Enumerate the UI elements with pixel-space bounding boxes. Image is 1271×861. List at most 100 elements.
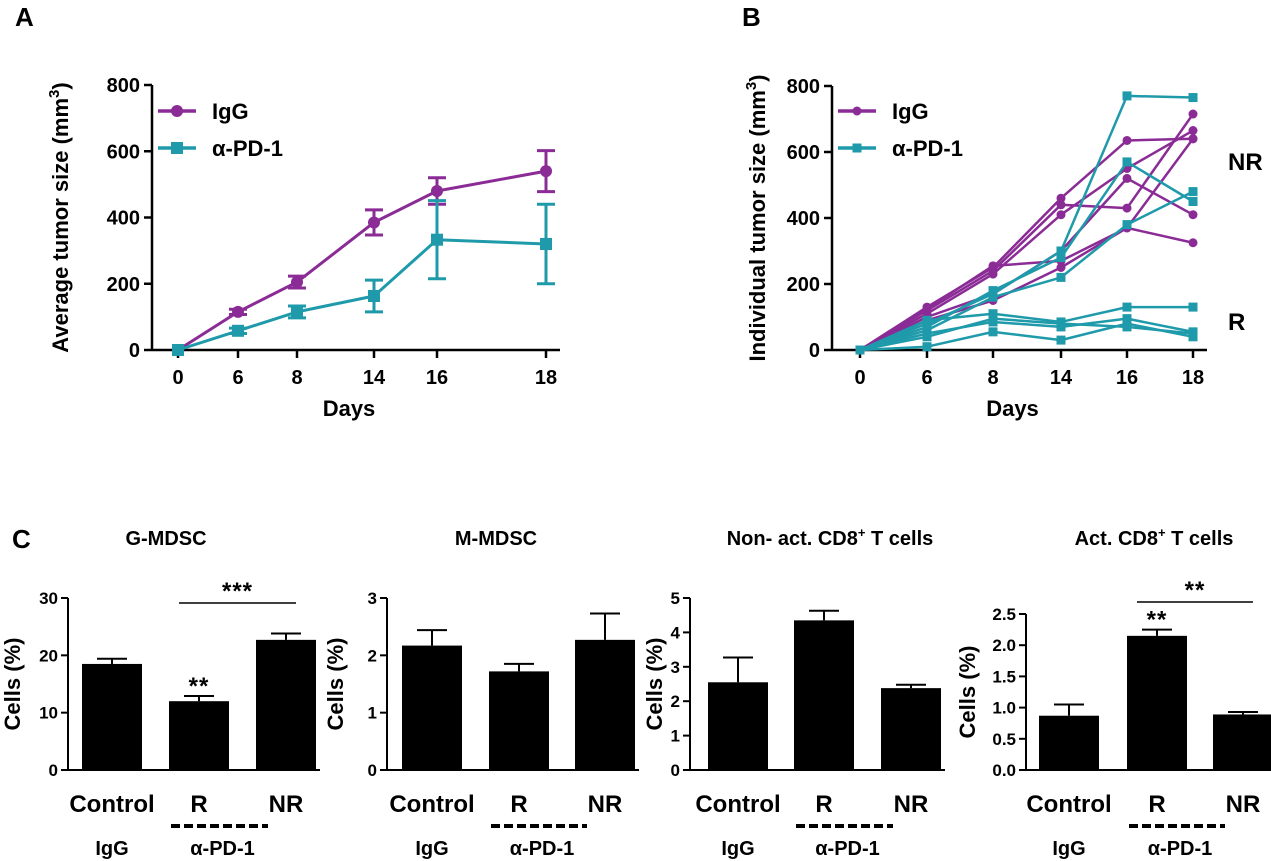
data-point bbox=[1188, 126, 1198, 136]
data-point bbox=[1056, 319, 1066, 329]
data-point bbox=[1188, 93, 1198, 103]
data-point bbox=[988, 269, 998, 279]
bar-nr bbox=[881, 688, 941, 770]
data-point bbox=[922, 315, 932, 325]
y-tick-label: 0 bbox=[368, 761, 377, 780]
data-point bbox=[988, 286, 998, 296]
y-tick-label: 400 bbox=[787, 208, 820, 230]
data-point bbox=[922, 332, 932, 342]
bar-nr bbox=[575, 639, 635, 770]
data-point bbox=[1188, 109, 1198, 119]
y-tick-label: 4 bbox=[671, 623, 681, 642]
y-tick-label: 1 bbox=[671, 727, 680, 746]
y-tick-label: 0.0 bbox=[992, 761, 1016, 780]
y-axis-title-superscript: 3 bbox=[46, 90, 63, 98]
y-tick-label: 0 bbox=[809, 340, 820, 362]
data-point bbox=[232, 305, 244, 318]
data-point bbox=[988, 314, 998, 324]
y-tick-label: 2 bbox=[368, 646, 377, 665]
y-tick-label: 30 bbox=[39, 589, 58, 608]
significance-bar-stars: ** bbox=[1185, 577, 1206, 604]
data-point bbox=[1188, 238, 1198, 248]
group-label-a-pd1: α-PD-1 bbox=[510, 838, 575, 860]
data-point bbox=[988, 327, 998, 337]
chart-c-non-act-cd8: Non- act. CD8+ T cells 0 1 2 3 4 5 Cells (%) Con… bbox=[642, 525, 945, 860]
y-axis-title: Cells (%) bbox=[955, 646, 980, 739]
chart-title: M-MDSC bbox=[455, 528, 537, 550]
data-point bbox=[855, 345, 865, 355]
category-label: Control bbox=[1026, 791, 1111, 818]
bar-nr bbox=[256, 639, 316, 770]
chart-a-average-tumor-size: 0 200 400 600 800 0 6 8 14 16 18 Days Average tumor … bbox=[46, 75, 560, 421]
bar-control bbox=[1039, 715, 1099, 770]
title-superscript: + bbox=[1158, 525, 1166, 540]
data-point bbox=[922, 304, 932, 314]
x-tick-label: 0 bbox=[172, 367, 183, 389]
bar-control bbox=[708, 682, 768, 770]
category-label: Control bbox=[695, 791, 780, 818]
bar-r bbox=[1127, 635, 1187, 770]
y-axis-title: Average tumor size (mm3) bbox=[46, 82, 73, 352]
bar-control bbox=[82, 663, 142, 770]
category-label: R bbox=[190, 791, 207, 818]
data-point bbox=[1122, 91, 1132, 101]
data-point bbox=[1122, 322, 1132, 332]
series-line-a-pd1 bbox=[859, 322, 1194, 352]
group-label-a-pd1: α-PD-1 bbox=[190, 838, 255, 860]
y-tick-label: 2.0 bbox=[992, 636, 1016, 655]
category-label: R bbox=[1148, 791, 1165, 818]
x-tick-label: 14 bbox=[363, 367, 386, 389]
annotation-nr: NR bbox=[1228, 149, 1263, 176]
chart-b-individual-tumor-size: 0 200 400 600 800 0 6 8 14 16 18 Days Individual tum… bbox=[743, 74, 1263, 421]
data-point bbox=[1056, 193, 1066, 203]
y-axis-title: Cells (%) bbox=[323, 638, 348, 731]
y-tick-label: 5 bbox=[671, 589, 680, 608]
data-point bbox=[1122, 135, 1132, 145]
y-axis-title-superscript: 3 bbox=[743, 82, 760, 90]
bar-r bbox=[794, 620, 854, 770]
series-line-a-pd1 bbox=[859, 317, 1194, 352]
significance-stars: ** bbox=[189, 673, 210, 700]
series-line-igg bbox=[859, 226, 1194, 352]
panel-label-c: C bbox=[12, 524, 31, 554]
y-tick-label: 1.0 bbox=[992, 699, 1016, 718]
y-tick-label: 20 bbox=[39, 646, 58, 665]
legend-label: α-PD-1 bbox=[212, 136, 283, 161]
chart-title: Non- act. CD8+ T cells bbox=[727, 525, 934, 550]
title-end: T cells bbox=[865, 528, 933, 550]
data-point bbox=[540, 165, 552, 178]
y-tick-label: 200 bbox=[107, 274, 140, 296]
category-label: NR bbox=[269, 791, 304, 818]
data-point bbox=[1056, 253, 1066, 263]
y-tick-label: 800 bbox=[107, 75, 140, 97]
category-label: NR bbox=[1226, 791, 1261, 818]
data-point bbox=[1122, 302, 1132, 312]
panel-label-b: B bbox=[742, 2, 761, 32]
chart-c-m-mdsc: M-MDSC 0 1 2 3 Cells (%) Control R NR IgG α-PD-1 bbox=[323, 528, 639, 860]
data-point bbox=[431, 185, 443, 197]
category-label: NR bbox=[894, 791, 929, 818]
data-point bbox=[1122, 157, 1132, 167]
y-tick-label: 800 bbox=[787, 76, 820, 98]
data-point bbox=[1188, 187, 1198, 197]
legend-marker bbox=[852, 143, 862, 153]
y-tick-label: 0 bbox=[671, 761, 680, 780]
chart-title: G-MDSC bbox=[125, 528, 206, 550]
data-point bbox=[1056, 263, 1066, 272]
y-axis-title: Cells (%) bbox=[0, 638, 25, 731]
group-label-igg: IgG bbox=[1052, 838, 1085, 860]
x-tick-label: 8 bbox=[291, 367, 302, 389]
y-tick-label: 3 bbox=[671, 658, 680, 677]
data-point bbox=[291, 276, 303, 289]
y-tick-label: 1.5 bbox=[992, 667, 1016, 686]
x-tick-label: 8 bbox=[987, 367, 998, 389]
y-axis-title-end: ) bbox=[48, 82, 73, 89]
legend-marker bbox=[171, 105, 183, 117]
significance-stars: ** bbox=[1147, 607, 1168, 634]
y-tick-label: 1 bbox=[368, 704, 377, 723]
series-line-a-pd1 bbox=[859, 305, 1193, 352]
significance-bar-stars: *** bbox=[222, 578, 253, 605]
x-tick-label: 18 bbox=[535, 367, 557, 389]
data-point bbox=[368, 290, 380, 303]
category-label: Control bbox=[389, 791, 474, 818]
